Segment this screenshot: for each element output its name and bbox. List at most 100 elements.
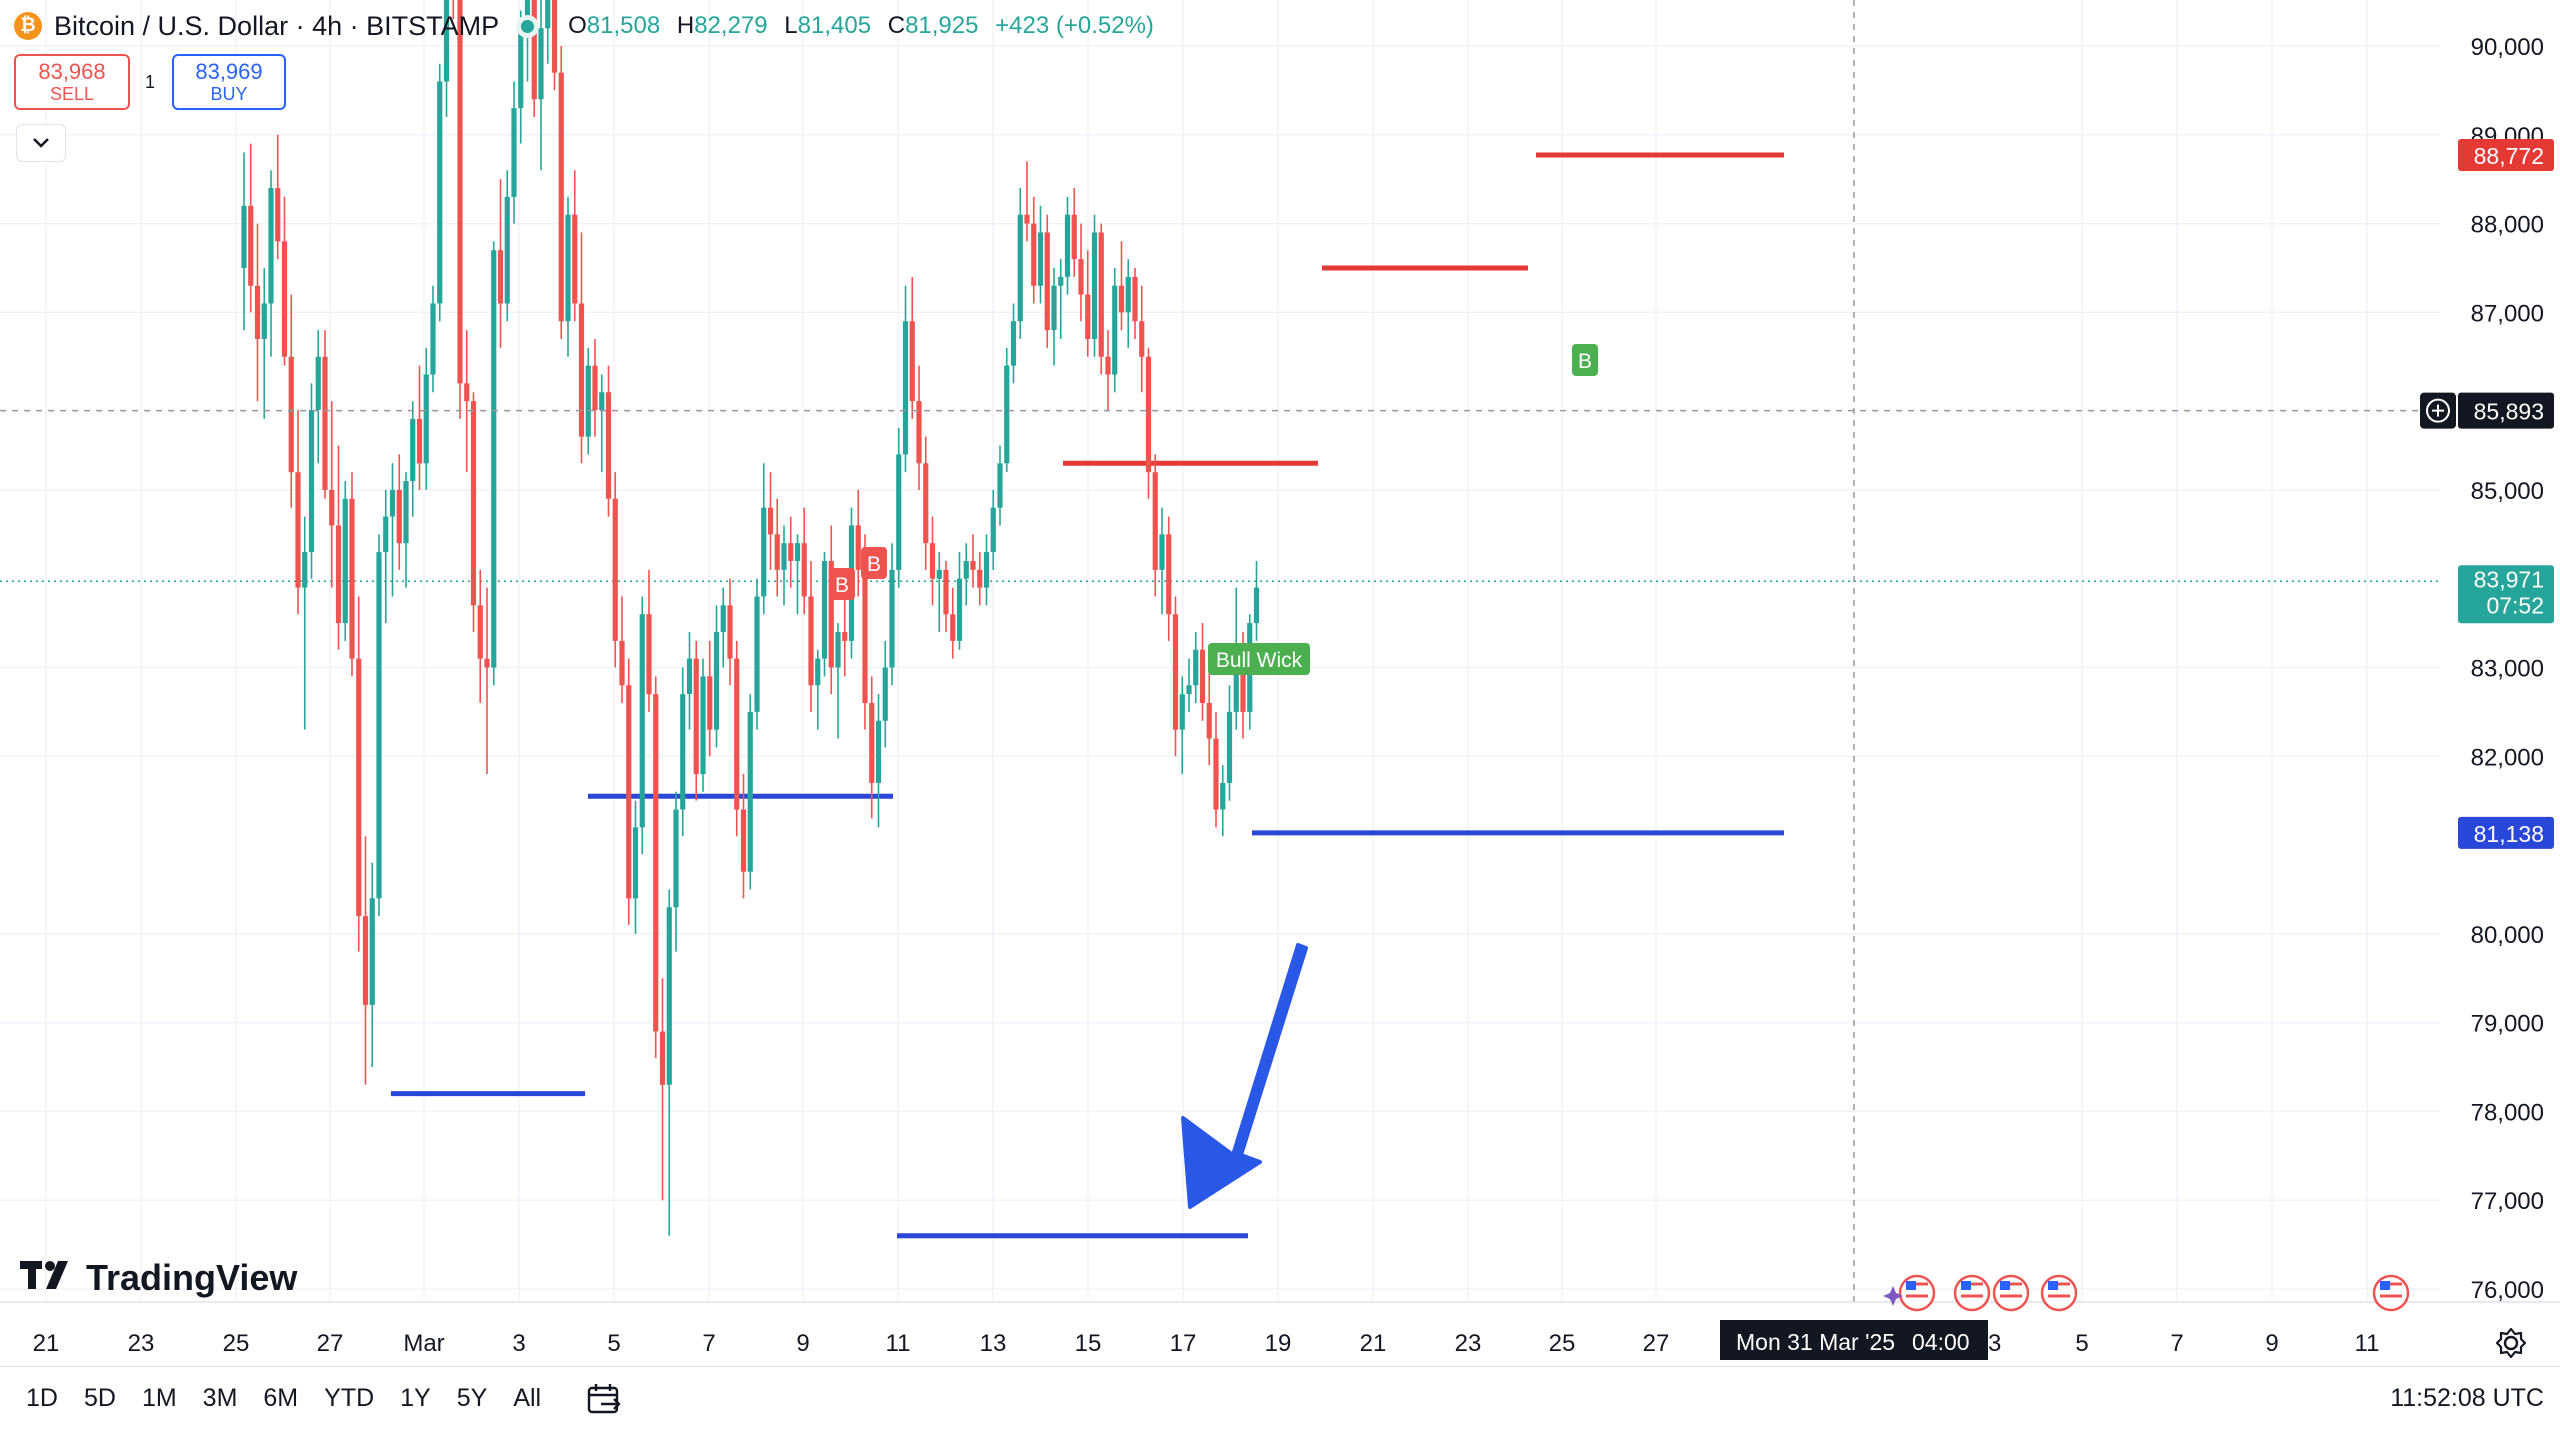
sparkle-icon (1883, 1286, 1903, 1306)
timeframe-1d[interactable]: 1D (26, 1384, 58, 1412)
x-tick-label-partial: 3 (1988, 1330, 2001, 1357)
candle-body (349, 498, 355, 659)
candle-body (1233, 658, 1239, 712)
candle-body (936, 569, 942, 579)
timeframe-3m[interactable]: 3M (202, 1384, 238, 1412)
candle-body (369, 898, 375, 1005)
low-value: 81,405 (797, 12, 872, 39)
chart-grid (0, 0, 2440, 1300)
candle-body (983, 552, 990, 588)
timeframe-6m[interactable]: 6M (263, 1384, 299, 1412)
tradingview-wordmark: TradingView (86, 1256, 298, 1298)
timeframe-5d[interactable]: 5D (83, 1384, 116, 1412)
candle-body (869, 703, 875, 783)
candle-body (1078, 259, 1084, 295)
candle-body (1071, 214, 1077, 260)
candle-body (1253, 587, 1260, 624)
economic-events (1883, 1274, 2410, 1312)
candle-body (1017, 214, 1023, 322)
chart-settings-gear-icon[interactable] (2494, 1326, 2528, 1360)
candle-body (1186, 685, 1192, 695)
candle-body (1004, 365, 1010, 464)
x-tick-label: 5 (2075, 1330, 2088, 1357)
candle-body (653, 694, 659, 1032)
timeframe-all[interactable]: All (513, 1384, 542, 1412)
plus-circle-icon (2426, 398, 2450, 423)
date-range-calendar-icon[interactable] (585, 1379, 625, 1419)
sell-label: SELL (49, 84, 95, 104)
utc-clock[interactable]: 11:52:08 UTC (2390, 1384, 2544, 1412)
crosshair-price-tag-text: 85,893 (2474, 399, 2544, 425)
candle-body (470, 401, 477, 606)
candle-body (1172, 614, 1179, 730)
candle-body (916, 401, 922, 464)
y-tick-label: 83,000 (2471, 656, 2544, 683)
bitcoin-icon: ₿ (14, 12, 42, 40)
ohlc-values: O81,508 H82,279 L81,405 C81,925 +423 (+0… (568, 12, 1154, 39)
sell-signal-badge (861, 547, 887, 579)
timeframe-1y[interactable]: 1Y (400, 1384, 431, 1412)
candle-body (1118, 285, 1125, 313)
candle-body (707, 676, 713, 730)
candle-body (929, 543, 936, 579)
candle-body (923, 463, 929, 544)
us-flag-event-icon (1992, 1274, 2030, 1312)
candle-body (612, 498, 618, 641)
candle-body (747, 711, 753, 872)
sell-signal-badge (829, 568, 855, 600)
candle-body (1091, 232, 1098, 339)
us-flag-event-icon (1953, 1274, 1991, 1312)
candle-body (767, 507, 774, 535)
candle-body (416, 418, 423, 464)
x-tick-label: 7 (2170, 1330, 2183, 1357)
symbol-title[interactable]: Bitcoin / U.S. Dollar · 4h · BITSTAMP (54, 10, 500, 41)
candle-body (295, 472, 301, 588)
candle-body (909, 321, 915, 402)
y-tick-label: 80,000 (2471, 922, 2544, 949)
candle-body (1010, 321, 1017, 366)
sell-price: 83,968 (38, 59, 106, 84)
candle-body (1179, 694, 1185, 730)
x-tick-label: 11 (2355, 1330, 2380, 1357)
candle-body (700, 676, 706, 775)
buy-signal-text: Bull Wick (1216, 649, 1303, 672)
buy-button[interactable]: 83,969 BUY (172, 54, 286, 110)
candle-body (781, 543, 787, 570)
flag-canton (1961, 1281, 1971, 1290)
candle-body (376, 552, 382, 899)
buy-price: 83,969 (195, 59, 263, 84)
candle-body (896, 454, 902, 570)
order-quantity[interactable]: 1 (145, 72, 156, 92)
bottom-toolbar: 1D 5D 1M 3M 6M YTD 1Y 5Y All (0, 1366, 2560, 1430)
candle-body (1206, 703, 1212, 739)
timeframe-5y[interactable]: 5Y (456, 1384, 488, 1412)
y-tick-label: 76,000 (2471, 1277, 2544, 1304)
buy-signal-badge (1208, 643, 1310, 675)
candle-body (248, 205, 254, 286)
candle-body (545, 0, 551, 29)
flag-canton (2048, 1281, 2058, 1290)
timeframe-ytd[interactable]: YTD (324, 1384, 375, 1412)
candle-body (1145, 356, 1152, 473)
candle-body (639, 614, 645, 828)
candle-body (308, 410, 315, 553)
candle-body (241, 205, 247, 268)
red-level-price-tag-text: 88,772 (2474, 143, 2544, 169)
collapse-button[interactable] (16, 124, 66, 162)
last-price-tag (2458, 565, 2554, 624)
timeframe-1m[interactable]: 1M (141, 1384, 177, 1412)
candle-body (626, 685, 632, 899)
sell-button[interactable]: 83,968 SELL (14, 54, 130, 110)
candle-body (997, 463, 1003, 508)
candle-body (794, 543, 801, 561)
x-tick-label: 9 (2265, 1330, 2278, 1357)
price-axis: 90,00089,00088,00087,00085,00083,00082,0… (2458, 34, 2554, 1304)
candle-body (720, 605, 726, 632)
y-tick-label: 78,000 (2471, 1099, 2544, 1126)
candle-body (808, 596, 814, 686)
x-tick-label: 25 (1549, 1330, 1576, 1357)
x-tick-label: 11 (886, 1330, 911, 1357)
sell-signal-text: B (835, 574, 849, 597)
